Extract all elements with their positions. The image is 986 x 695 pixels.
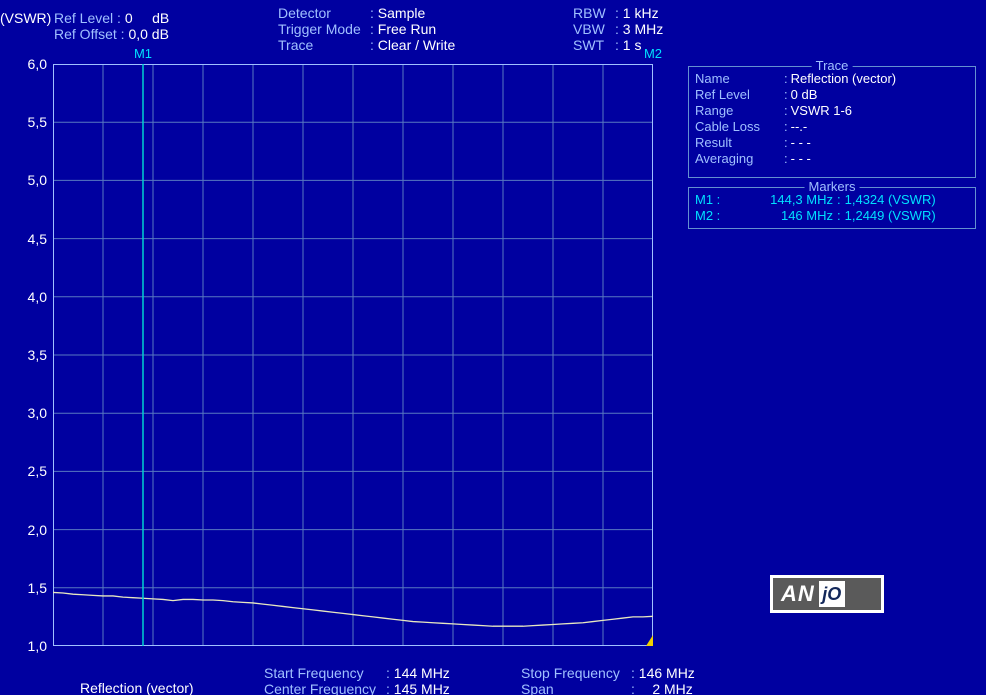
hdr-right-0: RBW: 1 kHz xyxy=(573,5,659,21)
y-tick-label: 1,0 xyxy=(7,638,47,654)
y-tick-label: 3,0 xyxy=(7,405,47,421)
footer-3: Span: 2 MHz xyxy=(521,681,693,695)
y-tick-label: 2,5 xyxy=(7,463,47,479)
hdr-left-0-key: Ref Level : 0 dB xyxy=(54,10,169,26)
hdr-right-1: VBW: 3 MHz xyxy=(573,21,663,37)
y-tick-label: 3,5 xyxy=(7,347,47,363)
hdr-mid-0: Detector: Sample xyxy=(278,5,425,21)
footer-reflection: Reflection (vector) xyxy=(80,680,194,695)
marker-row: M2 :146 MHz:1,2449 (VSWR) xyxy=(689,208,975,224)
trace-row: Name:Reflection (vector) xyxy=(689,71,975,87)
footer-2: Stop Frequency: 146 MHz xyxy=(521,665,695,681)
markers-panel-title: Markers xyxy=(805,179,860,194)
logo-jo-box: jO xyxy=(819,581,845,607)
chart-svg xyxy=(53,64,653,646)
logo: AN jO xyxy=(770,575,884,613)
trace-row: Cable Loss:--.- xyxy=(689,119,975,135)
footer-1: Center Frequency: 145 MHz xyxy=(264,681,450,695)
y-tick-label: 2,0 xyxy=(7,522,47,538)
unit-label: (VSWR) xyxy=(0,10,51,26)
y-tick-label: 1,5 xyxy=(7,580,47,596)
y-tick-label: 5,5 xyxy=(7,114,47,130)
trace-row: Range:VSWR 1-6 xyxy=(689,103,975,119)
trace-row: Ref Level:0 dB xyxy=(689,87,975,103)
y-tick-label: 4,0 xyxy=(7,289,47,305)
y-tick-label: 5,0 xyxy=(7,172,47,188)
hdr-mid-2: Trace: Clear / Write xyxy=(278,37,455,53)
trace-panel-title: Trace xyxy=(812,58,853,73)
markers-panel: Markers M1 :144,3 MHz:1,4324 (VSWR)M2 :1… xyxy=(688,187,976,229)
marker-row: M1 :144,3 MHz:1,4324 (VSWR) xyxy=(689,192,975,208)
footer-0: Start Frequency: 144 MHz xyxy=(264,665,450,681)
hdr-right-2: SWT: 1 s xyxy=(573,37,641,53)
trace-row: Averaging:- - - xyxy=(689,151,975,167)
trace-panel: Trace Name:Reflection (vector)Ref Level:… xyxy=(688,66,976,178)
chart-container: M1M21,01,52,02,53,03,54,04,55,05,56,0 xyxy=(53,64,653,646)
y-tick-label: 4,5 xyxy=(7,231,47,247)
marker-label: M2 xyxy=(644,46,662,61)
trace-row: Result:- - - xyxy=(689,135,975,151)
logo-an: AN xyxy=(781,581,815,607)
marker-label: M1 xyxy=(134,46,152,61)
hdr-left-1-key: Ref Offset : 0,0 dB xyxy=(54,26,169,42)
y-tick-label: 6,0 xyxy=(7,56,47,72)
hdr-mid-1: Trigger Mode: Free Run xyxy=(278,21,436,37)
